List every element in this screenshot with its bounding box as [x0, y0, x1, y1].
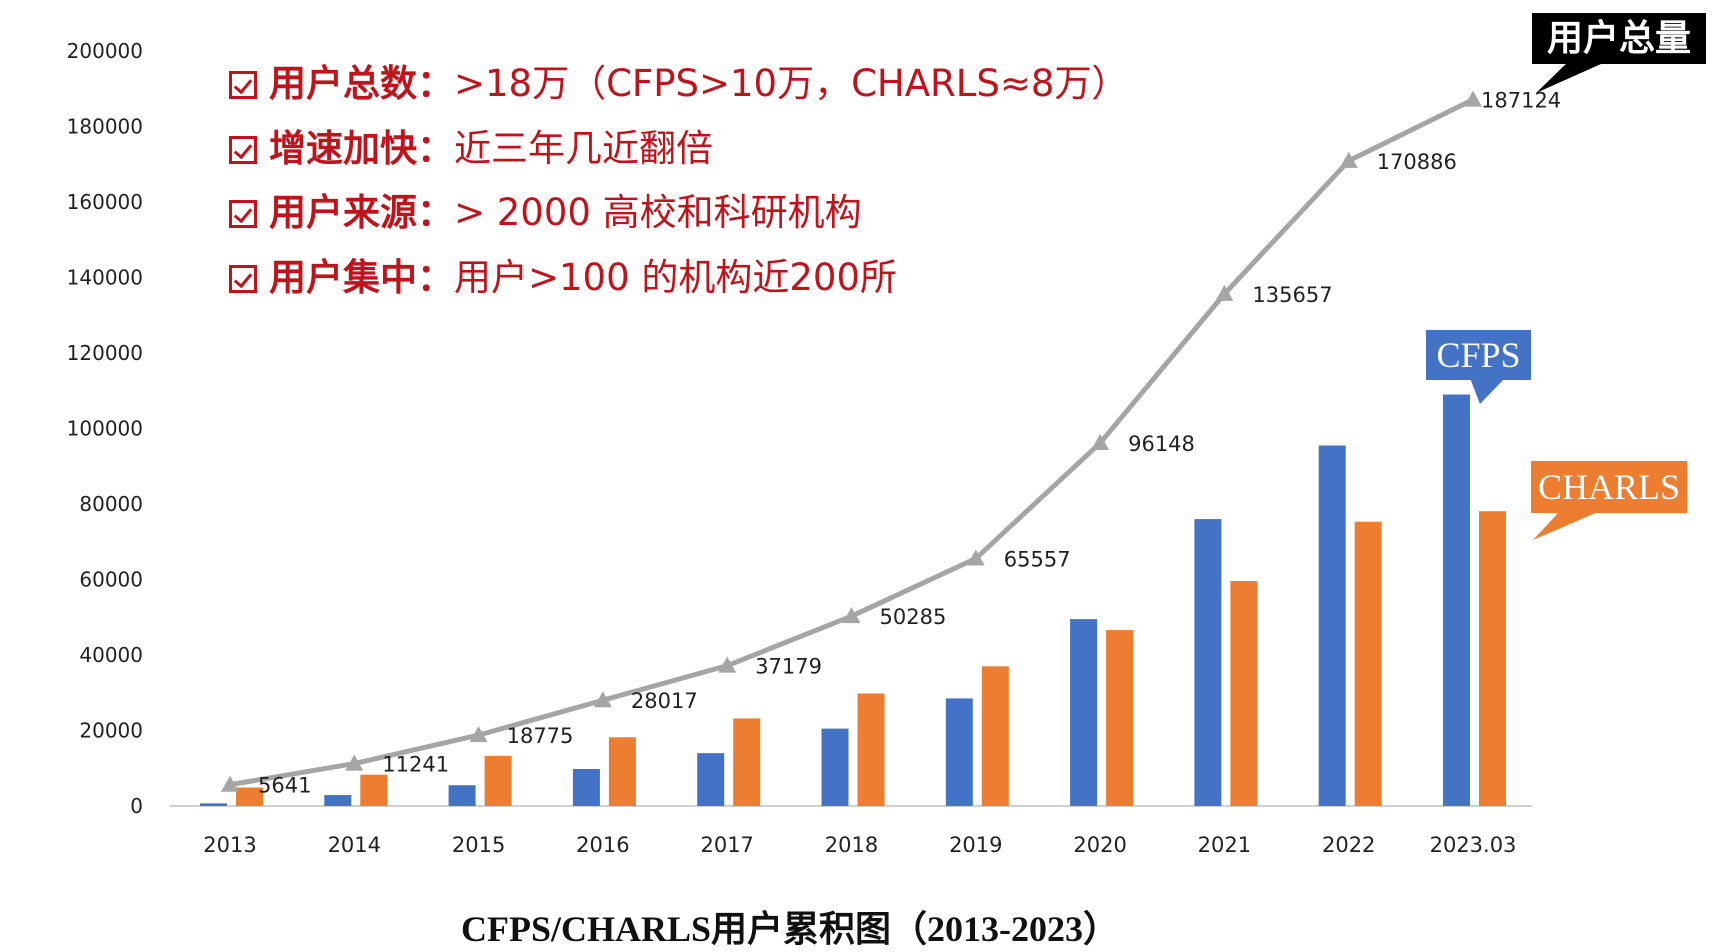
highlight-item: 用户总数：>18万（CFPS>10万，CHARLS≈8万）	[229, 58, 1128, 123]
y-tick-label: 60000	[79, 568, 143, 592]
y-tick-label: 100000	[67, 417, 143, 441]
data-label: 11241	[382, 753, 449, 777]
bar-charls	[484, 755, 512, 806]
y-tick-label: 200000	[67, 39, 143, 63]
y-tick-label: 180000	[67, 115, 143, 139]
total-marker	[1091, 434, 1110, 451]
data-label: 37179	[755, 655, 822, 679]
total-marker	[221, 775, 239, 792]
chart-title: CFPS/CHARLS用户累积图（2013-2023）	[460, 909, 1120, 949]
bar-cfps	[1070, 619, 1098, 806]
total-marker	[842, 607, 861, 624]
bar-charls	[981, 666, 1009, 806]
checkbox-icon	[229, 200, 257, 228]
total-marker	[1215, 284, 1234, 301]
callout-charls-tail	[1533, 511, 1600, 540]
bar-charls	[1230, 581, 1258, 806]
checkbox-icon	[229, 264, 257, 293]
data-label: 96148	[1128, 432, 1195, 456]
y-tick-label: 0	[130, 794, 143, 818]
y-tick-label: 120000	[67, 341, 143, 365]
callout-total: 用户总量	[1532, 13, 1706, 64]
data-label: 187124	[1481, 89, 1561, 113]
total-marker	[1339, 151, 1358, 168]
x-tick-label: 2017	[700, 833, 753, 857]
x-tick-label: 2015	[452, 833, 505, 857]
bar-cfps	[324, 795, 352, 806]
x-tick-label: 2023.03	[1430, 833, 1517, 857]
bar-cfps	[821, 728, 849, 806]
bar-cfps	[697, 753, 725, 806]
data-label: 170886	[1377, 150, 1457, 174]
bar-charls	[236, 787, 263, 806]
x-tick-label: 2013	[203, 833, 256, 857]
highlight-item: 增速加快：近三年几近翻倍	[229, 123, 1128, 188]
highlight-item: 用户来源：> 2000 高校和科研机构	[229, 187, 1128, 252]
callout-total-tail	[1536, 60, 1610, 93]
callout-cfps: CFPS	[1426, 330, 1531, 380]
bar-cfps	[1318, 445, 1346, 806]
x-tick-label: 2018	[825, 833, 878, 857]
data-label: 135657	[1252, 283, 1332, 307]
y-tick-label: 140000	[67, 266, 143, 290]
total-marker	[345, 754, 364, 771]
total-marker	[966, 549, 985, 566]
x-tick-label: 2021	[1198, 833, 1251, 857]
bar-cfps	[1443, 394, 1470, 806]
bar-charls	[608, 737, 636, 806]
total-marker	[718, 656, 737, 673]
checkbox-icon	[229, 135, 257, 164]
x-tick-label: 2020	[1073, 833, 1126, 857]
x-tick-label: 2019	[949, 833, 1002, 857]
data-label: 28017	[631, 689, 698, 713]
bar-cfps	[200, 803, 227, 806]
total-marker	[593, 691, 612, 708]
bar-charls	[360, 774, 388, 806]
data-label: 50285	[880, 605, 947, 629]
data-label: 18775	[507, 724, 574, 748]
bar-cfps	[945, 698, 973, 806]
data-label: 5641	[258, 774, 311, 798]
x-tick-label: 2016	[576, 833, 629, 857]
bar-charls	[1354, 521, 1382, 806]
total-marker	[469, 726, 488, 743]
bar-cfps	[572, 769, 600, 806]
y-tick-label: 160000	[67, 190, 143, 214]
y-tick-label: 40000	[79, 643, 143, 667]
callout-charls: CHARLS	[1531, 461, 1687, 513]
highlights-list: 用户总数：>18万（CFPS>10万，CHARLS≈8万） 增速加快：近三年几近…	[229, 58, 1128, 316]
x-tick-label: 2022	[1322, 833, 1375, 857]
checkbox-icon	[229, 71, 257, 99]
highlight-item: 用户集中：用户>100 的机构近200所	[229, 252, 1128, 317]
callout-cfps-tail	[1470, 378, 1505, 404]
bar-charls	[733, 718, 761, 806]
bar-charls	[1106, 630, 1134, 806]
bar-charls	[1479, 511, 1506, 806]
bar-cfps	[448, 785, 476, 806]
y-tick-label: 20000	[79, 719, 143, 743]
bar-charls	[857, 693, 885, 806]
bar-cfps	[1194, 519, 1222, 806]
data-label: 65557	[1004, 548, 1071, 572]
x-tick-label: 2014	[328, 833, 381, 857]
total-marker	[1464, 90, 1482, 107]
y-tick-label: 80000	[79, 492, 143, 516]
